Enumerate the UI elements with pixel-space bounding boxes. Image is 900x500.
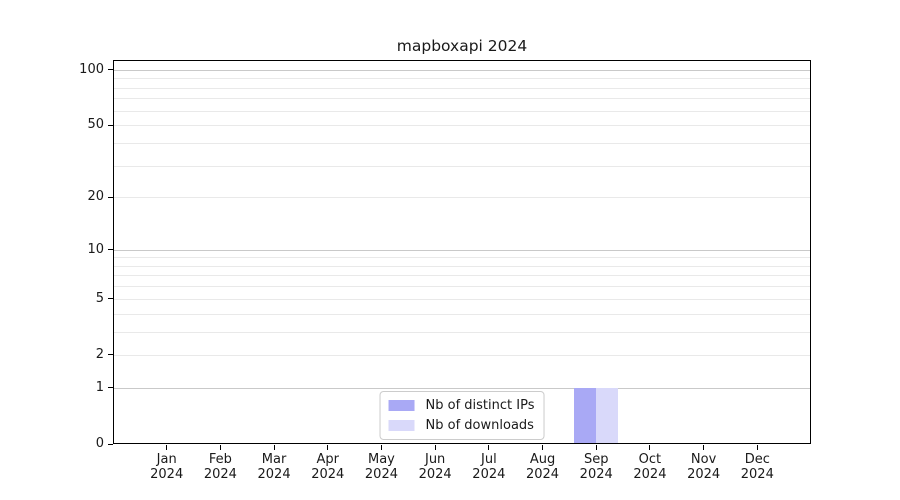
- grid-minor-line: [114, 298, 810, 300]
- grid-major-line: [114, 387, 810, 389]
- y-tick-label: 50: [87, 117, 104, 133]
- x-tick-year: 2024: [311, 467, 345, 482]
- y-tick-label: 5: [95, 290, 104, 306]
- x-tick-year: 2024: [150, 467, 184, 482]
- x-tick-mark: [756, 445, 758, 450]
- y-tick-mark: [108, 69, 113, 71]
- x-tick-year: 2024: [525, 467, 560, 482]
- x-tick-month: Mar: [261, 452, 287, 467]
- x-tick-month: Jan: [156, 452, 177, 467]
- x-tick-mark: [649, 445, 651, 450]
- x-tick-year: 2024: [472, 467, 506, 482]
- x-tick-month: Oct: [638, 452, 662, 467]
- x-tick-mark: [595, 445, 597, 450]
- x-tick-label: Sep 2024: [564, 452, 628, 482]
- legend: Nb of distinct IPs Nb of downloads: [379, 391, 545, 440]
- x-tick-year: 2024: [364, 467, 398, 482]
- y-tick-label: 2: [95, 346, 104, 362]
- grid-minor-line: [114, 165, 810, 167]
- y-tick-label: 1: [95, 379, 104, 395]
- x-tick-month: Feb: [208, 452, 232, 467]
- x-tick-mark: [542, 445, 544, 450]
- legend-label: Nb of distinct IPs: [425, 398, 535, 413]
- y-tick-label: 100: [79, 61, 104, 77]
- legend-entry: Nb of downloads: [388, 417, 535, 434]
- x-tick-mark: [434, 445, 436, 450]
- y-tick-mark: [108, 124, 113, 126]
- grid-minor-line: [114, 313, 810, 315]
- x-tick-label: Aug 2024: [511, 452, 575, 482]
- x-tick-month: Aug: [529, 452, 556, 467]
- x-tick-year: 2024: [633, 467, 667, 482]
- x-tick-label: Mar 2024: [242, 452, 306, 482]
- grid-minor-line: [114, 286, 810, 288]
- x-tick-label: Jan 2024: [135, 452, 199, 482]
- grid-minor-line: [114, 265, 810, 267]
- grid-minor-line: [114, 87, 810, 89]
- x-tick-year: 2024: [687, 467, 721, 482]
- y-tick-label: 0: [95, 436, 104, 451]
- x-tick-label: Dec 2024: [725, 452, 789, 482]
- grid-minor-line: [114, 110, 810, 112]
- grid-minor-line: [114, 197, 810, 199]
- y-tick-label: 20: [87, 189, 104, 205]
- x-tick-year: 2024: [579, 467, 613, 482]
- grid-major-line: [114, 249, 810, 251]
- x-tick-month: May: [368, 452, 395, 467]
- x-tick-mark: [327, 445, 329, 450]
- y-tick-mark: [108, 443, 113, 445]
- x-tick-mark: [166, 445, 168, 450]
- legend-entry: Nb of distinct IPs: [388, 397, 535, 414]
- y-tick-mark: [108, 249, 113, 251]
- x-tick-label: Nov 2024: [672, 452, 736, 482]
- x-tick-year: 2024: [740, 467, 774, 482]
- grid-minor-line: [114, 98, 810, 100]
- grid-major-line: [114, 69, 810, 71]
- x-tick-month: Apr: [316, 452, 340, 467]
- x-tick-label: Jul 2024: [457, 452, 521, 482]
- x-tick-year: 2024: [418, 467, 452, 482]
- x-tick-label: May 2024: [349, 452, 413, 482]
- x-tick-month: Jun: [424, 452, 446, 467]
- x-tick-label: Oct 2024: [618, 452, 682, 482]
- y-tick-label: 10: [87, 241, 104, 257]
- x-tick-mark: [488, 445, 490, 450]
- x-tick-month: Nov: [690, 452, 717, 467]
- x-tick-mark: [703, 445, 705, 450]
- x-tick-label: Apr 2024: [296, 452, 360, 482]
- x-tick-mark: [273, 445, 275, 450]
- grid-minor-line: [114, 142, 810, 144]
- y-tick-mark: [108, 196, 113, 198]
- grid-minor-line: [114, 257, 810, 259]
- grid-minor-line: [114, 354, 810, 356]
- grid-minor-line: [114, 125, 810, 127]
- x-tick-year: 2024: [257, 467, 291, 482]
- legend-label: Nb of downloads: [425, 418, 534, 433]
- x-tick-label: Feb 2024: [188, 452, 252, 482]
- x-tick-year: 2024: [203, 467, 237, 482]
- x-tick-label: Jun 2024: [403, 452, 467, 482]
- legend-swatch: [388, 420, 415, 431]
- y-tick-mark: [108, 298, 113, 300]
- y-tick-mark: [108, 387, 113, 389]
- x-tick-month: Dec: [744, 452, 770, 467]
- chart-title: mapboxapi 2024: [396, 37, 528, 55]
- x-tick-month: Jul: [481, 452, 497, 467]
- bar-nb-of-downloads: [596, 387, 619, 443]
- grid-minor-line: [114, 275, 810, 277]
- x-tick-mark: [219, 445, 221, 450]
- x-tick-month: Sep: [583, 452, 609, 467]
- grid-minor-line: [114, 331, 810, 333]
- y-tick-mark: [108, 354, 113, 356]
- x-tick-mark: [380, 445, 382, 450]
- legend-swatch: [388, 400, 415, 411]
- plot-area: [113, 60, 811, 444]
- grid-minor-line: [114, 78, 810, 80]
- bar-nb-of-distinct-ips: [574, 387, 597, 443]
